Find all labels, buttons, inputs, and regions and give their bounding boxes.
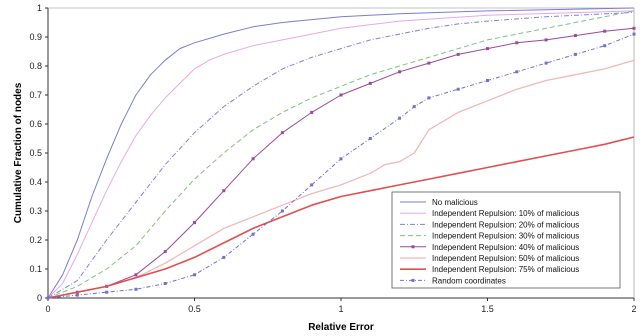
data-point	[368, 81, 372, 85]
data-point	[222, 189, 226, 193]
series-6	[47, 136, 635, 299]
y-tick-label: 0	[37, 293, 42, 303]
data-point	[280, 131, 284, 135]
data-point	[310, 110, 314, 114]
data-point	[486, 79, 489, 82]
data-point	[515, 41, 519, 45]
data-point	[105, 290, 109, 294]
y-tick-label: 0.5	[29, 148, 42, 158]
legend-label: Independent Repulsion: 30% of malicious	[432, 232, 579, 241]
series-line	[47, 7, 635, 299]
y-tick-label: 1	[37, 3, 42, 13]
legend-label: No malicious	[432, 198, 478, 207]
data-point	[573, 52, 577, 56]
legend-label: Independent Repulsion: 20% of malicious	[432, 220, 579, 229]
data-point	[427, 61, 431, 65]
series-line	[47, 33, 635, 299]
data-point	[251, 232, 255, 236]
data-point	[427, 96, 431, 100]
legend-label: Independent Repulsion: 40% of malicious	[432, 243, 579, 252]
data-point	[46, 296, 50, 300]
y-tick-label: 0.6	[29, 119, 42, 129]
y-tick-label: 0.4	[29, 177, 42, 187]
legend-label: Random coordinates	[432, 276, 506, 285]
data-point	[603, 44, 607, 48]
data-point	[163, 250, 167, 254]
legend-items: No malicious Independent Repulsion: 10% o…	[400, 198, 579, 285]
series-0	[47, 7, 635, 299]
series-2	[47, 11, 635, 299]
legend-box	[391, 191, 621, 289]
legend-item: No malicious	[400, 198, 478, 207]
x-axis-ticks: 0 0.5 1 1.5 2	[45, 298, 637, 314]
y-tick-label: 0.9	[29, 32, 42, 42]
legend-label: Independent Repulsion: 50% of malicious	[432, 254, 579, 263]
legend-item: Independent Repulsion: 50% of malicious	[400, 254, 579, 263]
data-point	[193, 221, 196, 225]
data-point	[603, 29, 607, 33]
x-tick-label: 0.5	[188, 304, 201, 314]
data-point	[398, 116, 402, 120]
data-point	[222, 255, 226, 259]
data-point	[573, 34, 577, 38]
x-tick-label: 1	[338, 304, 343, 314]
legend: No malicious Independent Repulsion: 10% o…	[391, 191, 621, 289]
data-point	[632, 26, 636, 30]
data-point	[163, 282, 167, 285]
data-point	[515, 70, 519, 74]
series-line	[47, 11, 635, 299]
data-point	[456, 87, 460, 91]
data-point	[75, 293, 79, 297]
legend-marker	[411, 278, 415, 282]
y-tick-label: 0.3	[29, 206, 42, 216]
data-point	[310, 183, 314, 187]
x-tick-label: 0	[45, 304, 50, 314]
x-tick-label: 2	[631, 304, 636, 314]
series-line	[47, 10, 635, 299]
data-point	[134, 287, 138, 291]
series-line	[47, 136, 635, 299]
data-point	[193, 273, 196, 277]
series-lines	[46, 7, 636, 300]
series-3	[47, 10, 635, 299]
legend-label: Independent Repulsion: 10% of malicious	[432, 209, 579, 218]
data-point	[339, 93, 343, 97]
legend-item: Independent Repulsion: 20% of malicious	[400, 220, 579, 229]
data-point	[280, 209, 284, 213]
series-7	[46, 32, 636, 300]
series-line	[47, 10, 635, 299]
data-point	[456, 52, 460, 56]
x-tick-label: 1.5	[481, 304, 494, 314]
legend-label: Independent Repulsion: 75% of malicious	[432, 265, 579, 274]
y-tick-label: 0.7	[29, 90, 42, 100]
data-point	[544, 38, 548, 42]
data-point	[134, 273, 138, 277]
data-point	[339, 157, 343, 161]
y-tick-label: 0.8	[29, 61, 42, 71]
data-point	[412, 105, 416, 109]
y-axis-label: Cumulative Fraction of nodes	[13, 82, 24, 223]
data-point	[398, 70, 402, 74]
data-point	[251, 157, 255, 161]
y-tick-label: 0.1	[29, 264, 42, 274]
legend-marker	[411, 245, 415, 249]
data-point	[486, 47, 489, 51]
legend-item: Independent Repulsion: 40% of malicious	[400, 243, 579, 252]
series-1	[47, 10, 635, 299]
series-line	[47, 59, 635, 299]
data-point	[544, 61, 548, 65]
y-tick-label: 0.2	[29, 235, 42, 245]
legend-item: Independent Repulsion: 75% of malicious	[400, 265, 579, 274]
data-point	[632, 32, 636, 36]
data-point	[368, 137, 372, 140]
x-axis-label: Relative Error	[308, 322, 374, 333]
y-axis-ticks: 0 0.1 0.2 0.3 0.4 0.5 0.6 0.7 0.8 0.9 1	[29, 3, 48, 303]
legend-item: Independent Repulsion: 30% of malicious	[400, 232, 579, 241]
legend-item: Independent Repulsion: 10% of malicious	[400, 209, 579, 218]
legend-item: Random coordinates	[400, 276, 506, 285]
series-5	[47, 59, 635, 299]
